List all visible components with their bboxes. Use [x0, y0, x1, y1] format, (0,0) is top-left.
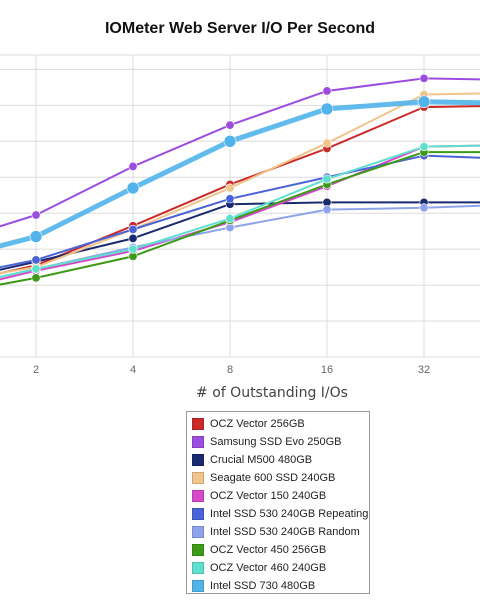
legend-label: OCZ Vector 150 240GB — [210, 490, 327, 502]
data-point — [322, 205, 332, 215]
x-axis-title: # of Outstanding I/Os — [196, 385, 348, 400]
legend-swatch — [192, 418, 204, 430]
data-point — [31, 210, 41, 220]
legend-label: Samsung SSD Evo 250GB — [210, 436, 342, 448]
x-tick-label: 2 — [33, 364, 39, 376]
legend-label: Intel SSD 530 240GB Repeating — [210, 508, 369, 520]
legend-item: Seagate 600 SSD 240GB — [192, 469, 369, 487]
data-point — [419, 203, 429, 213]
legend-swatch — [192, 544, 204, 556]
data-point — [419, 73, 429, 83]
legend-label: Crucial M500 480GB — [210, 454, 313, 466]
data-point — [31, 264, 41, 274]
data-point — [223, 134, 237, 148]
data-point — [128, 244, 138, 254]
chart-title: IOMeter Web Server I/O Per Second — [104, 20, 376, 37]
legend-item: Intel SSD 530 240GB Repeating — [192, 505, 369, 523]
x-tick-label: 4 — [130, 364, 136, 376]
data-point — [128, 161, 138, 171]
data-point — [322, 138, 332, 148]
legend-item: OCZ Vector 256GB — [192, 415, 369, 433]
data-point — [322, 174, 332, 184]
data-point — [320, 102, 334, 116]
legend-label: OCZ Vector 256GB — [210, 418, 305, 430]
data-point — [419, 142, 429, 152]
legend-label: Seagate 600 SSD 240GB — [210, 472, 336, 484]
legend-swatch — [192, 526, 204, 538]
chart-legend: OCZ Vector 256GB Samsung SSD Evo 250GB Cru… — [186, 411, 370, 594]
series-line — [0, 151, 480, 286]
legend-swatch — [192, 472, 204, 484]
legend-label: Intel SSD 730 480GB — [210, 580, 316, 592]
x-tick-label: 8 — [227, 364, 233, 376]
legend-swatch — [192, 580, 204, 592]
legend-item: OCZ Vector 450 256GB — [192, 541, 369, 559]
data-point — [225, 183, 235, 193]
line-chart: 2 4 8 16 32 # of Outstanding I/Os — [0, 54, 480, 400]
legend-label: Intel SSD 530 240GB Random — [210, 526, 360, 538]
legend-item: OCZ Vector 460 240GB — [192, 559, 369, 577]
data-point — [225, 194, 235, 204]
legend-swatch — [192, 562, 204, 574]
data-point — [31, 255, 41, 265]
data-point — [29, 230, 43, 243]
legend-label: OCZ Vector 460 240GB — [210, 562, 327, 574]
legend-item: OCZ Vector 150 240GB — [192, 487, 369, 505]
legend-item: Samsung SSD Evo 250GB — [192, 433, 369, 451]
legend-item: Crucial M500 480GB — [192, 451, 369, 469]
data-point — [225, 120, 235, 130]
data-point — [322, 86, 332, 96]
x-tick-label: 16 — [321, 364, 333, 376]
data-point — [126, 181, 140, 195]
data-point — [128, 224, 138, 234]
legend-item: Intel SSD 730 480GB — [192, 577, 369, 595]
data-point — [225, 214, 235, 224]
legend-swatch — [192, 490, 204, 502]
data-point — [31, 273, 41, 283]
legend-label: OCZ Vector 450 256GB — [210, 544, 327, 556]
data-point — [417, 95, 431, 109]
legend-swatch — [192, 454, 204, 466]
legend-swatch — [192, 508, 204, 520]
x-tick-label: 32 — [418, 364, 430, 376]
data-point — [128, 233, 138, 243]
legend-swatch — [192, 436, 204, 448]
legend-item: Intel SSD 530 240GB Random — [192, 523, 369, 541]
